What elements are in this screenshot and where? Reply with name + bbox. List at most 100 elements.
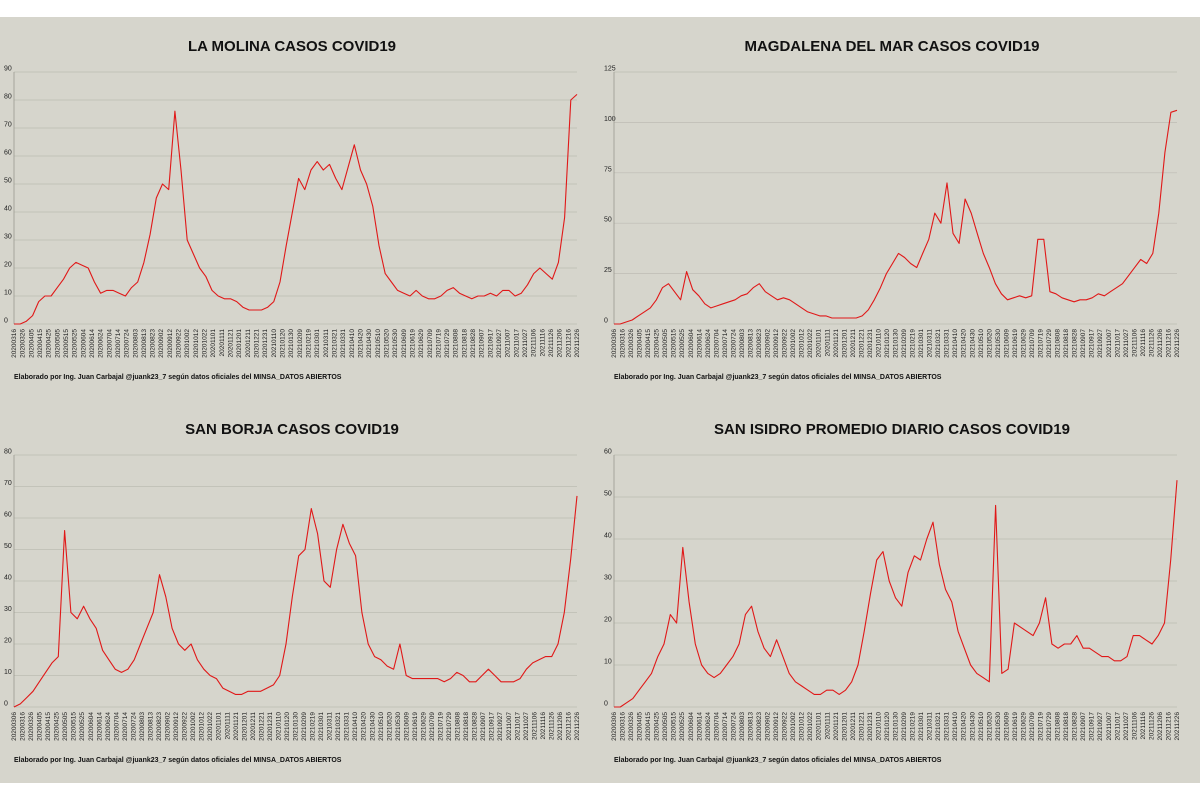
x-tick-label: 20210301 <box>918 712 925 741</box>
x-tick-label: 20200624 <box>105 712 112 741</box>
x-tick-label: 20210709 <box>429 712 436 741</box>
x-tick-label: 20210917 <box>1089 329 1096 358</box>
x-tick-label: 20211226 <box>1174 712 1181 741</box>
x-tick-label: 20200714 <box>722 329 729 358</box>
x-tick-label: 20210301 <box>314 329 321 358</box>
x-tick-label: 20210530 <box>995 329 1002 358</box>
chart-svg: SAN BORJA CASOS COVID19 0 10 20 30 40 50 60 70 80… <box>4 421 581 764</box>
x-tick-label: 20200912 <box>773 712 780 741</box>
x-tick-label: 20210609 <box>1003 712 1010 741</box>
x-tick-label: 20201002 <box>190 712 197 741</box>
x-tick-label: 20211206 <box>557 712 564 741</box>
x-tick-label: 20210907 <box>479 329 486 358</box>
x-tick-label: 20210927 <box>496 329 503 358</box>
x-tick-label: 20200505 <box>62 712 69 741</box>
x-tick-label: 20210410 <box>952 329 959 358</box>
x-tick-label: 20211216 <box>565 329 572 358</box>
series-line <box>14 93 578 325</box>
x-tick-label: 20200425 <box>654 712 661 741</box>
x-tick-label: 20210619 <box>1012 329 1019 358</box>
y-tick-label: 50 <box>4 543 12 550</box>
x-tick-label: 20201211 <box>245 329 252 358</box>
x-tick-label: 20210619 <box>1012 712 1019 741</box>
y-tick-label: 80 <box>4 449 12 456</box>
credit-text: Elaborado por Ing. Juan Carbajal @juank2… <box>614 374 942 381</box>
y-tick-label: 30 <box>4 234 12 241</box>
x-tick-label: 20210808 <box>1055 329 1062 358</box>
x-tick-label: 20200614 <box>89 329 96 358</box>
x-tick-label: 20200326 <box>628 712 635 741</box>
x-tick-label: 20211126 <box>548 712 555 740</box>
x-tick-label: 20201111 <box>824 712 831 740</box>
y-tick-label: 40 <box>4 575 12 582</box>
x-tick-label: 20200604 <box>688 329 695 358</box>
x-tick-label: 20210110 <box>275 712 282 741</box>
x-tick-label: 20210420 <box>961 712 968 741</box>
y-tick-label: 30 <box>4 606 12 613</box>
x-tick-label: 20210828 <box>1072 329 1079 358</box>
x-tick-label: 20210907 <box>1080 712 1087 741</box>
x-tick-label: 20200902 <box>165 712 172 741</box>
y-tick-label: 0 <box>4 318 8 325</box>
x-tick-label: 20211027 <box>1123 712 1130 741</box>
x-tick-label: 20210808 <box>1055 712 1062 741</box>
x-tick-label: 20201221 <box>258 712 265 741</box>
x-tick-label: 20210719 <box>1038 329 1045 358</box>
x-tick-label: 20200306 <box>611 329 618 358</box>
x-tick-label: 20211206 <box>557 329 564 358</box>
y-tick-label: 0 <box>604 701 608 708</box>
x-tick-label: 20210219 <box>910 712 917 741</box>
y-tick-label: 20 <box>604 617 612 624</box>
x-tick-label: 20211226 <box>574 329 581 358</box>
x-tick-label: 20210219 <box>305 329 312 358</box>
x-tick-label: 20200922 <box>782 712 789 741</box>
x-tick-label: 20210609 <box>403 712 410 741</box>
x-tick-label: 20210719 <box>1038 712 1045 741</box>
x-tick-label: 20211027 <box>523 712 530 741</box>
x-tick-label: 20211027 <box>1123 329 1130 358</box>
x-tick-label: 20210709 <box>427 329 434 358</box>
chart-panel-3: SAN BORJA CASOS COVID19 0 10 20 30 40 50 60 70 80… <box>0 400 600 783</box>
x-tick-label: 20200525 <box>679 712 686 741</box>
x-tick-label: 20210530 <box>995 712 1002 741</box>
x-tick-label: 20210907 <box>480 712 487 741</box>
y-tick-label: 80 <box>4 94 12 101</box>
x-tick-label: 20211017 <box>514 712 521 741</box>
x-tick-label: 20201221 <box>858 329 865 358</box>
x-tick-label: 20210828 <box>1072 712 1079 741</box>
x-tick-label: 20200724 <box>730 712 737 741</box>
x-tick-label: 20210420 <box>961 329 968 358</box>
x-tick-label: 20201101 <box>816 712 823 741</box>
credit-text: Elaborado por Ing. Juan Carbajal @juank2… <box>614 757 942 764</box>
x-tick-label: 20211206 <box>1157 712 1164 741</box>
x-tick-label: 20200624 <box>98 329 105 358</box>
x-tick-label: 20210808 <box>453 329 460 358</box>
x-tick-label: 20210927 <box>497 712 504 741</box>
chart-panel-4: SAN ISIDRO PROMEDIO DIARIO CASOS COVID19… <box>600 400 1200 783</box>
x-tick-label: 20200912 <box>773 329 780 358</box>
x-tick-label: 20211007 <box>1106 329 1113 358</box>
x-tick-label: 20210420 <box>361 712 368 741</box>
x-tick-label: 20201201 <box>236 329 243 358</box>
x-tick-label: 20201101 <box>816 329 823 358</box>
x-tick-label: 20210120 <box>884 712 891 741</box>
x-tick-label: 20210629 <box>418 329 425 358</box>
x-tick-label: 20210130 <box>293 712 300 741</box>
x-tick-label: 20201221 <box>254 329 261 358</box>
x-tick-label: 20211116 <box>1140 712 1147 740</box>
x-tick-label: 20200813 <box>747 329 754 358</box>
x-tick-label: 20210609 <box>1003 329 1010 358</box>
x-tick-label: 20200614 <box>696 329 703 358</box>
x-tick-label: 20210629 <box>1020 712 1027 741</box>
x-tick-label: 20200823 <box>756 712 763 741</box>
x-tick-label: 20201111 <box>219 329 226 357</box>
y-tick-label: 0 <box>4 701 8 708</box>
x-tick-label: 20200505 <box>662 329 669 358</box>
y-tick-label: 90 <box>4 66 12 73</box>
x-tick-label: 20210311 <box>927 712 934 741</box>
x-tick-label: 20211017 <box>1114 329 1121 358</box>
x-tick-label: 20211106 <box>531 329 538 357</box>
y-tick-label: 20 <box>4 262 12 269</box>
y-tick-label: 40 <box>604 533 612 540</box>
x-tick-label: 20200525 <box>679 329 686 358</box>
